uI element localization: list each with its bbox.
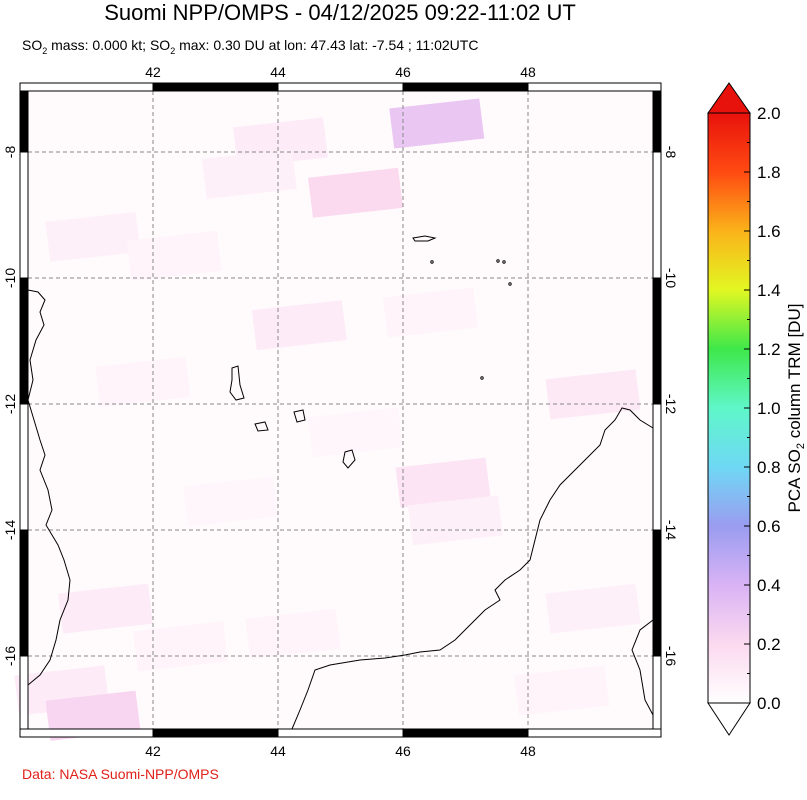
max-text: max: 0.30 DU at lon: 47.43 lat: -7.54 ; … [175,37,479,53]
frame-segment [19,277,29,405]
frame-segment [652,529,662,657]
x-tick-label-bottom: 44 [270,743,286,759]
so2-cell [383,287,478,338]
so2-cell [133,621,228,672]
so2-cell [58,583,153,634]
colorbar-tick-label: 0.8 [757,458,781,477]
frame-segment [652,90,662,153]
so2-cell [45,211,141,262]
colorbar-tick-label: 2.0 [757,104,781,123]
so2-cell [126,230,222,281]
colorbar-label-part: PCA SO [785,449,804,512]
frame-segment [652,403,662,531]
so2-cell [389,98,485,149]
colorbar [707,112,751,704]
y-tick-label-right: -8 [663,146,679,159]
y-tick-label-right: -14 [663,520,679,540]
so2-cell [395,457,491,508]
so2-cell [545,583,641,634]
coastline-madagascar [291,407,654,730]
chart-subtitle: SO2 mass: 0.000 kt; SO2 max: 0.30 DU at … [22,37,478,56]
island-aldabra [412,235,437,242]
colorbar-tick-label: 0.2 [757,635,781,654]
frame-segment [152,728,279,738]
frame-segment [19,90,29,153]
colorbar-label-part: column TRM [DU] [785,304,804,444]
so2-cell [251,300,347,351]
colorbar-tick-label: 0.4 [757,576,781,595]
colorbar-tick-label: 1.4 [757,281,781,300]
frame-segment [19,728,154,738]
so2-max-label: SO [149,37,171,53]
y-tick-label-left: -10 [2,268,18,288]
frame-segment [19,529,29,657]
y-tick-label-left: -12 [2,394,18,414]
x-tick-label-bottom: 48 [520,743,536,759]
x-tick-label-top: 44 [270,64,286,80]
island-mayotte [342,449,356,469]
x-tick-label-bottom: 42 [145,743,161,759]
frame-segment [527,82,662,92]
y-tick-label-left: -16 [2,646,18,666]
y-tick-label-right: -12 [663,394,679,414]
frame-segment [277,82,404,92]
x-tick-label-top: 46 [395,64,411,80]
colorbar-label-subscript: 2 [795,443,807,449]
colorbar-label: PCA SO2 column TRM [DU] [785,304,807,513]
subscript: 2 [42,45,48,56]
so2-cell [183,476,278,527]
so2-cell [308,407,403,458]
frame-segment [652,151,662,279]
colorbar-tick-label: 0.0 [757,694,781,713]
so2-cell [308,167,403,218]
frame-segment [402,728,529,738]
so2-cell [545,369,641,420]
mass-text: mass: 0.000 kt; [47,37,150,53]
so2-cell [95,356,191,407]
x-tick-label-bottom: 46 [395,743,411,759]
frame-segment [652,655,662,730]
frame-segment [19,151,29,279]
y-tick-label-left: -8 [2,146,18,159]
y-tick-label-right: -16 [663,646,679,666]
data-credit: Data: NASA Suomi-NPP/OMPS [22,766,219,782]
colorbar-tick-label: 1.2 [757,340,781,359]
frame-segment [19,655,29,730]
frame-segment [652,277,662,405]
frame-segment [19,82,154,92]
frame-segment [402,82,529,92]
x-tick-label-top: 42 [145,64,161,80]
frame-segment [527,728,662,738]
so2-cell [45,690,141,741]
so2-cell [245,608,341,659]
coastline-africa [27,289,71,686]
colorbar-tick-label: 1.8 [757,163,781,182]
island-moheli [254,421,269,432]
so2-cell [201,148,297,199]
colorbar-under-triangle [707,702,751,736]
island-grande-comore [229,365,245,401]
colorbar-tick-label: 1.6 [757,222,781,241]
y-tick-label-left: -14 [2,520,18,540]
colorbar-tick-label: 1.0 [757,399,781,418]
coastline-madagascar-south [631,619,654,716]
frame-segment [19,403,29,531]
frame-segment [152,82,279,92]
frame-segment [277,728,404,738]
so2-cell [514,665,610,716]
so2-cell [408,495,503,546]
y-tick-label-right: -10 [663,268,679,288]
chart-title: Suomi NPP/OMPS - 04/12/2025 09:22-11:02 … [104,0,576,25]
colorbar-tick-label: 0.6 [757,517,781,536]
subscript: 2 [170,45,176,56]
so2-label: SO [22,37,43,53]
island-anjouan [293,409,306,423]
colorbar-over-triangle [707,82,751,114]
x-tick-label-top: 48 [520,64,536,80]
